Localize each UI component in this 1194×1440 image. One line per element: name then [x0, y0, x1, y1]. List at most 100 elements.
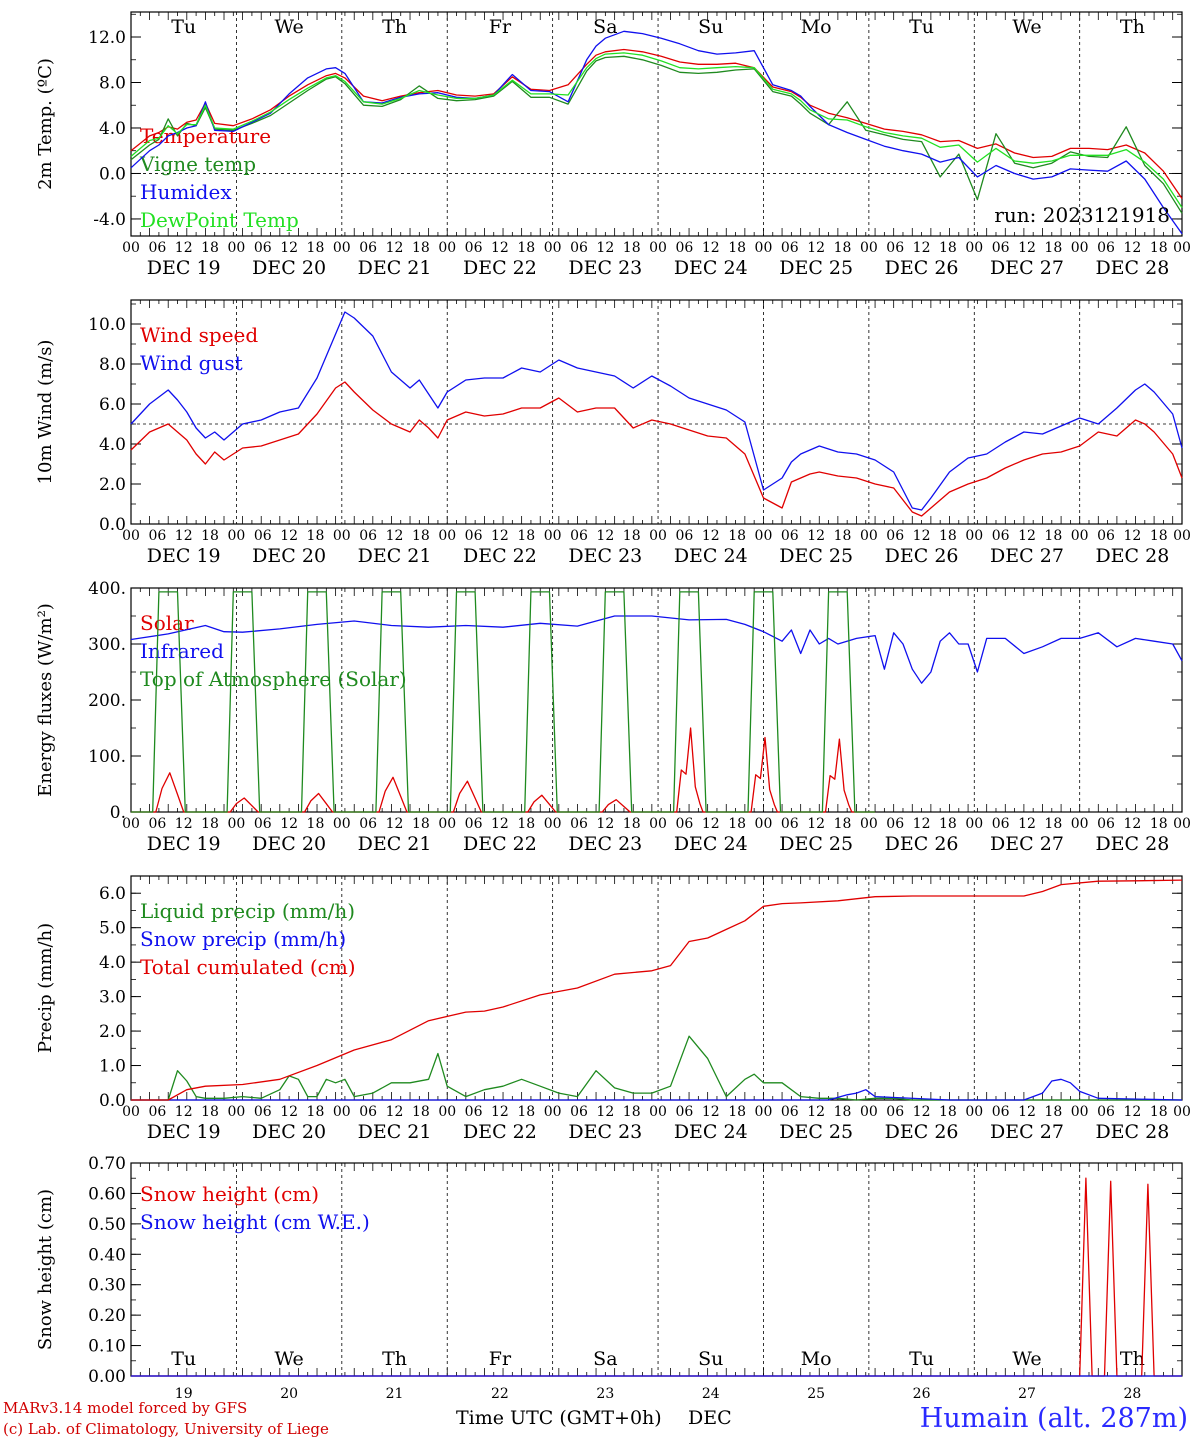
- date-label: DEC 20: [252, 257, 326, 279]
- hour-tick-label: 18: [834, 240, 852, 256]
- copyright-credit: (c) Lab. of Climatology, University of L…: [3, 1420, 329, 1438]
- hour-tick-label: 12: [596, 816, 614, 832]
- hour-tick-label: 18: [201, 528, 219, 544]
- y-tick-label: 0.: [110, 803, 126, 823]
- hour-tick-label: 00: [755, 240, 773, 256]
- hour-tick-label: 18: [517, 528, 535, 544]
- hour-tick-label: 06: [992, 528, 1010, 544]
- hour-tick-label: 12: [1018, 528, 1036, 544]
- series-line-snow-height-cm: [131, 1177, 1182, 1377]
- legend-entry: Total cumulated (cm): [140, 955, 356, 979]
- weekday-label: Th: [382, 16, 407, 38]
- y-tick-label: 0.70: [88, 1154, 126, 1174]
- hour-tick-label: 18: [623, 1104, 641, 1120]
- series-line-solar: [131, 727, 876, 813]
- hour-tick-label: 12: [386, 816, 404, 832]
- hour-tick-label: 06: [886, 1104, 904, 1120]
- hour-tick-label: 12: [807, 528, 825, 544]
- date-label: DEC 20: [252, 1121, 326, 1143]
- hour-tick-label: 12: [386, 240, 404, 256]
- y-tick-label: 8.0: [99, 73, 126, 93]
- hour-tick-label: 18: [517, 240, 535, 256]
- date-label: DEC 28: [1095, 1121, 1169, 1143]
- y-tick-label: 0.60: [88, 1184, 126, 1204]
- date-label: DEC 25: [779, 1121, 853, 1143]
- hour-tick-label: 00: [122, 240, 140, 256]
- series-line-snow-precip-mm-h: [131, 1078, 1183, 1101]
- weekday-label: Sa: [593, 1348, 617, 1370]
- plot-frame: [130, 11, 1183, 237]
- y-tick-label: 8.0: [99, 355, 126, 375]
- hour-tick-label: 00: [544, 1104, 562, 1120]
- hour-tick-label: 06: [254, 240, 272, 256]
- hour-tick-label: 18: [307, 816, 325, 832]
- date-label: DEC 19: [147, 545, 221, 567]
- series-line-temperature: [130, 48, 1183, 199]
- series-line-infrared: [130, 615, 1183, 684]
- hour-tick-label: 06: [254, 1104, 272, 1120]
- hour-tick-label: 18: [728, 816, 746, 832]
- legend-entry: Wind gust: [140, 351, 243, 375]
- hour-tick-label: 18: [201, 816, 219, 832]
- hour-tick-label: 00: [1173, 1104, 1191, 1120]
- series-line-vigne-temp: [130, 55, 1183, 214]
- hour-tick-label: 18: [623, 528, 641, 544]
- y-tick-label: 12.0: [88, 28, 126, 48]
- hour-tick-label: 06: [570, 1104, 588, 1120]
- hour-tick-label: 12: [1123, 240, 1141, 256]
- date-label: DEC 24: [674, 833, 748, 855]
- date-label: DEC 22: [463, 257, 537, 279]
- date-label: DEC 22: [463, 1121, 537, 1143]
- day-number-label: 24: [702, 1386, 720, 1402]
- hour-tick-label: 00: [438, 240, 456, 256]
- hour-tick-label: 18: [1044, 816, 1062, 832]
- y-axis-label: 2m Temp. (ºC): [35, 58, 56, 190]
- hour-tick-label: 00: [860, 240, 878, 256]
- hour-tick-label: 06: [1097, 528, 1115, 544]
- legend-entry: DewPoint Temp: [140, 208, 299, 232]
- y-tick-label: 5.0: [99, 919, 126, 939]
- hour-tick-label: 12: [702, 1104, 720, 1120]
- hour-tick-label: 00: [227, 528, 245, 544]
- hour-tick-label: 18: [623, 240, 641, 256]
- date-label: DEC 26: [885, 545, 959, 567]
- panel-precip: 0.0 1.0 2.0 3.0 4.0 5.0 6.0 Precip (mm/h) 00 06 12…: [35, 875, 1191, 1143]
- hour-tick-label: 18: [517, 1104, 535, 1120]
- y-tick-label: 0.20: [88, 1306, 126, 1326]
- hour-tick-label: 00: [227, 240, 245, 256]
- date-label: DEC 19: [147, 833, 221, 855]
- date-label: DEC 27: [990, 1121, 1064, 1143]
- hour-tick-label: 00: [227, 1104, 245, 1120]
- hour-tick-label: 18: [1044, 528, 1062, 544]
- hour-tick-label: 18: [728, 1104, 746, 1120]
- hour-tick-label: 18: [834, 528, 852, 544]
- legend-entry: Humidex: [140, 180, 232, 204]
- day-number-label: 20: [280, 1386, 298, 1402]
- date-label: DEC 27: [990, 833, 1064, 855]
- weekday-label: Fr: [489, 1348, 512, 1370]
- date-label: DEC 20: [252, 833, 326, 855]
- date-label: DEC 24: [674, 1121, 748, 1143]
- y-tick-label: 10.0: [88, 315, 126, 335]
- hour-tick-label: 12: [1123, 1104, 1141, 1120]
- legend-entry: Snow height (cm W.E.): [140, 1210, 370, 1234]
- hour-tick-label: 12: [702, 240, 720, 256]
- hour-tick-label: 12: [491, 528, 509, 544]
- date-label: DEC 25: [779, 545, 853, 567]
- y-tick-label: 0.30: [88, 1276, 126, 1296]
- hour-tick-label: 00: [860, 528, 878, 544]
- weekday-label: Su: [698, 1348, 723, 1370]
- weekday-label: Th: [382, 1348, 407, 1370]
- hour-tick-label: 18: [412, 528, 430, 544]
- plot-frame: [130, 587, 1183, 813]
- y-tick-label: 0.00: [88, 1367, 126, 1387]
- series-line-liquid-precip-mm-h: [131, 1035, 1182, 1101]
- hour-tick-label: 12: [702, 528, 720, 544]
- footer: MARv3.14 model forced by GFS (c) Lab. of…: [3, 1399, 1188, 1438]
- day-number-label: 21: [386, 1386, 404, 1402]
- series-line-dewpoint-temp: [130, 52, 1183, 208]
- hour-tick-label: 06: [465, 816, 483, 832]
- weekday-label: Fr: [489, 16, 512, 38]
- hour-tick-label: 06: [570, 528, 588, 544]
